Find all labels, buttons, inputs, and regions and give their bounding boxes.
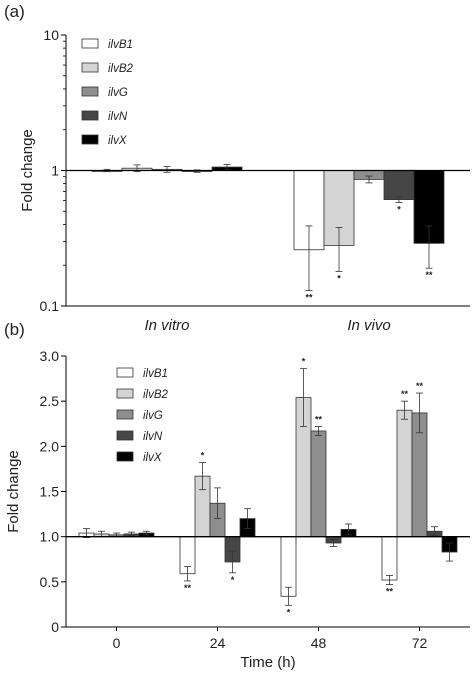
chart-panel-b: **************00.51.01.52.02.53.00 24 48 72… (5, 348, 470, 671)
significance-mark: * (397, 205, 401, 215)
legend-swatch-ilvG (116, 409, 134, 420)
legend-swatch-ilvX (116, 451, 134, 462)
legend-label: ilvB1 (143, 368, 168, 380)
x-category-label: 72 (412, 635, 428, 651)
x-category-label: 48 (311, 635, 327, 651)
legend-label: ilvB2 (108, 63, 134, 75)
significance-mark: ** (416, 381, 424, 391)
x-axis-label: Time (h) (240, 654, 295, 671)
bar-ilvG-2 (310, 430, 327, 538)
y-axis-label: Fold change (5, 450, 22, 533)
bar-ilvB1-3 (381, 536, 398, 581)
legend-swatch-ilvX (81, 134, 99, 145)
x-category-label: 0 (113, 635, 121, 651)
y-axis-label: Fold change (19, 129, 36, 212)
y-tick-label: 0 (51, 619, 59, 635)
significance-mark: ** (401, 389, 409, 399)
x-category-label: 24 (210, 635, 226, 651)
x-category-label: In vitro (144, 317, 189, 334)
panel-a-label: (a) (4, 2, 25, 21)
legend-swatch-ilvB1 (81, 38, 99, 49)
significance-mark: * (287, 607, 291, 617)
significance-mark: * (337, 273, 341, 283)
y-tick-label: 1 (51, 163, 59, 179)
x-category-label: In vivo (347, 317, 390, 334)
legend-swatch-ilvN (116, 430, 134, 441)
y-tick-label: 0.5 (40, 574, 60, 590)
significance-mark: ** (305, 293, 313, 303)
y-tick-label: 2.5 (40, 393, 60, 409)
legend-swatch-ilvN (81, 110, 99, 121)
bar-ilvB2-3 (396, 409, 413, 538)
significance-mark: ** (425, 270, 433, 280)
y-tick-label: 1.0 (40, 529, 60, 545)
legend-swatch-ilvB2 (81, 62, 99, 73)
significance-mark: ** (386, 587, 394, 597)
bar-ilvN-1 (383, 170, 415, 200)
y-tick-label: 0.1 (40, 298, 60, 314)
significance-mark: * (302, 357, 306, 367)
legend-swatch-ilvB2 (116, 388, 134, 399)
y-tick-label: 10 (43, 27, 59, 43)
y-tick-label: 1.5 (40, 484, 60, 500)
legend-label: ilvB2 (143, 389, 169, 401)
y-tick-label: 3.0 (40, 348, 60, 364)
legend-label: ilvN (108, 111, 128, 123)
legend-swatch-ilvG (81, 86, 99, 97)
significance-mark: * (201, 451, 205, 461)
legend-label: ilvG (108, 87, 128, 99)
legend-swatch-ilvB1 (116, 367, 134, 378)
legend-label: ilvB1 (108, 39, 133, 51)
y-tick-label: 2.0 (40, 438, 60, 454)
significance-mark: ** (315, 414, 323, 424)
significance-mark: * (231, 575, 235, 585)
legend-label: ilvG (143, 410, 163, 422)
legend-label: ilvN (143, 431, 163, 443)
panel-b-label: (b) (4, 320, 25, 339)
legend-label: ilvX (108, 135, 128, 147)
significance-mark: ** (184, 583, 192, 593)
legend-label: ilvX (143, 452, 163, 464)
